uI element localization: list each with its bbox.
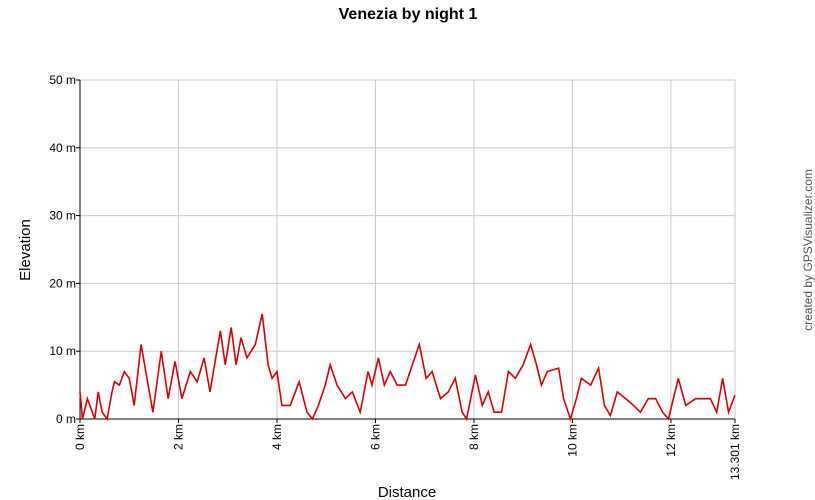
x-tick-label: 6 km [368, 424, 382, 450]
y-tick-label: 20 m [49, 276, 76, 290]
x-tick-label: 10 km [565, 424, 579, 457]
chart-title: Venezia by night 1 [339, 6, 478, 23]
x-tick-label: 8 km [467, 424, 481, 450]
x-tick-label: 13.301 km [728, 424, 742, 480]
watermark: created by GPSVisualizer.com [801, 169, 815, 331]
y-axis-title: Elevation [17, 219, 34, 281]
x-tick-label: 2 km [171, 424, 185, 450]
x-axis-title: Distance [378, 484, 436, 500]
x-tick-label: 0 km [73, 424, 87, 450]
y-tick-label: 50 m [49, 73, 76, 87]
x-tick-label: 12 km [664, 424, 678, 457]
elevation-line [79, 313, 736, 422]
y-tick-label: 10 m [49, 344, 76, 358]
x-tick-label: 4 km [270, 424, 284, 450]
y-tick-label: 30 m [49, 209, 76, 223]
y-tick-label: 0 m [56, 412, 76, 426]
y-tick-label: 40 m [49, 141, 76, 155]
